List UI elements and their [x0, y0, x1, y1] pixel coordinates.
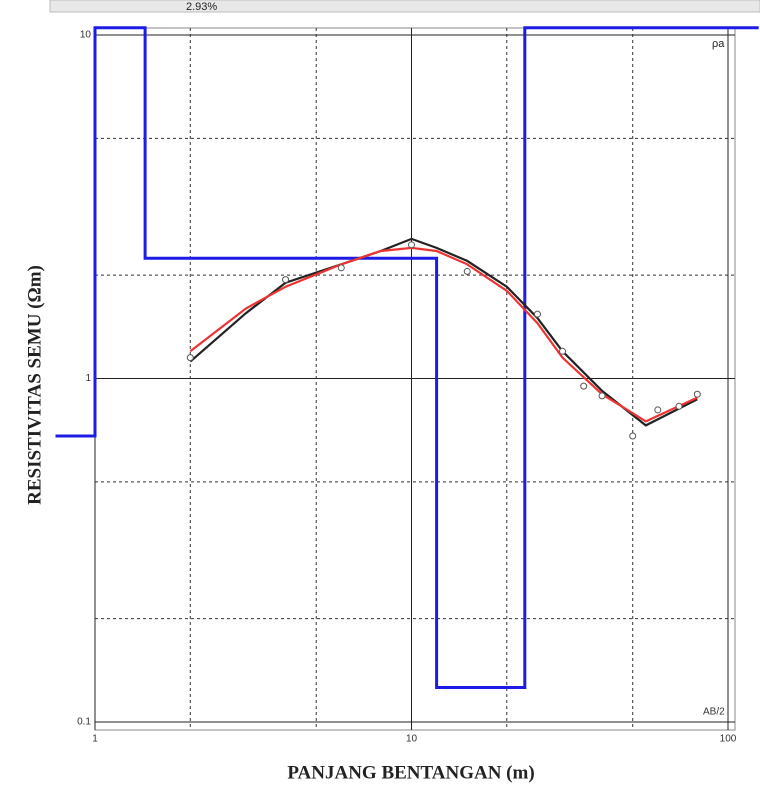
x-tick-label: 100 — [720, 734, 737, 745]
chart: 2.93% ρa AB/2 PANJANG BENTANGAN (m) RESI… — [0, 0, 760, 793]
y-axis-title: RESISTIVITAS SEMU (Ωm) — [24, 265, 45, 505]
data-point — [581, 383, 587, 389]
data-point — [409, 242, 415, 248]
data-point — [599, 393, 605, 399]
x-tick-label: 10 — [406, 734, 418, 745]
header-text: 2.93% — [186, 1, 217, 13]
data-point — [283, 277, 289, 283]
data-point — [630, 433, 636, 439]
rho-label: ρa — [712, 38, 725, 50]
header-strip — [50, 0, 760, 12]
x-axis-title: PANJANG BENTANGAN (m) — [287, 762, 534, 783]
data-point — [655, 407, 661, 413]
data-point — [338, 265, 344, 271]
data-point — [534, 311, 540, 317]
data-point — [187, 355, 193, 361]
data-point — [676, 403, 682, 409]
x-tick-label: 1 — [92, 734, 98, 745]
y-tick-label: 10 — [80, 30, 92, 41]
data-point — [560, 348, 566, 354]
ab2-label: AB/2 — [703, 707, 725, 718]
data-point — [694, 391, 700, 397]
data-point — [464, 268, 470, 274]
y-tick-label: 1 — [85, 373, 91, 384]
y-tick-label: 0.1 — [77, 717, 91, 728]
